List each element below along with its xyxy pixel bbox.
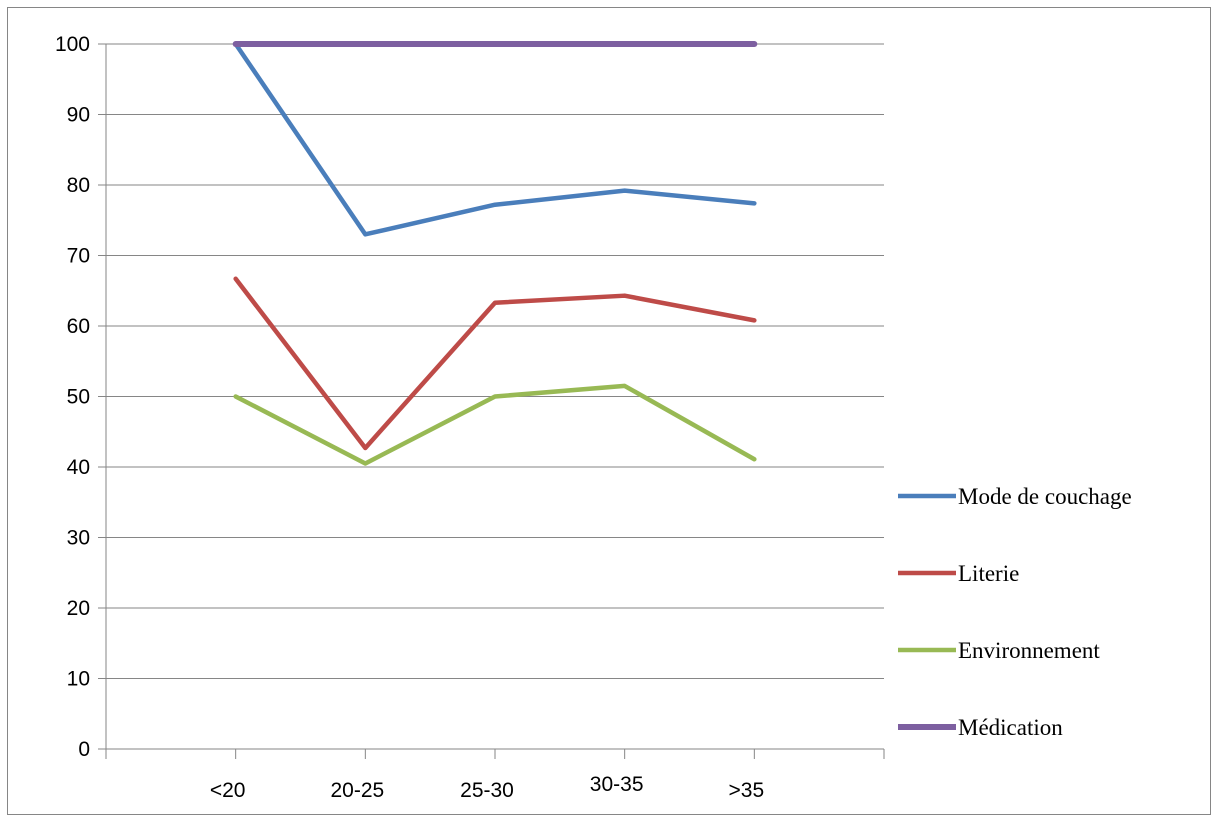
x-tick-label: 30-35: [590, 773, 644, 796]
y-tick-labels: 0 10 20 30 40 50 60 70 80 90 100: [55, 33, 90, 761]
legend-label: Mode de couchage: [958, 484, 1132, 509]
legend-label: Médication: [958, 715, 1063, 740]
y-tick-label: 0: [78, 738, 90, 761]
x-tick-label: >35: [729, 779, 765, 802]
y-tick-label: 80: [67, 174, 90, 197]
y-tick-label: 50: [67, 386, 90, 409]
y-tick-label: 90: [67, 104, 90, 127]
series-line-environnement: [233, 383, 757, 466]
legend-label: Environnement: [958, 638, 1100, 663]
axes: [105, 44, 885, 759]
y-tick-label: 70: [67, 245, 90, 268]
x-tick-labels: <20 20-25 25-30 30-35 >35: [210, 773, 764, 802]
series-lines: [232, 41, 758, 466]
legend-label: Literie: [958, 561, 1019, 586]
y-tick-label: 40: [67, 456, 90, 479]
x-tick-label: 25-30: [460, 779, 514, 802]
series-line-mode-de-couchage: [233, 41, 757, 237]
y-tick-label: 20: [67, 597, 90, 620]
y-tick-label: 60: [67, 315, 90, 338]
y-tick-label: 100: [55, 33, 90, 56]
chart-frame: [7, 7, 1211, 815]
x-tick-label: <20: [210, 779, 246, 802]
series-line-literie: [233, 276, 757, 451]
y-tick-label: 30: [67, 527, 90, 550]
y-tick-label: 10: [67, 668, 90, 691]
x-tick-label: 20-25: [330, 779, 384, 802]
legend: Mode de couchage Literie Environnement Médi…: [898, 484, 1132, 740]
